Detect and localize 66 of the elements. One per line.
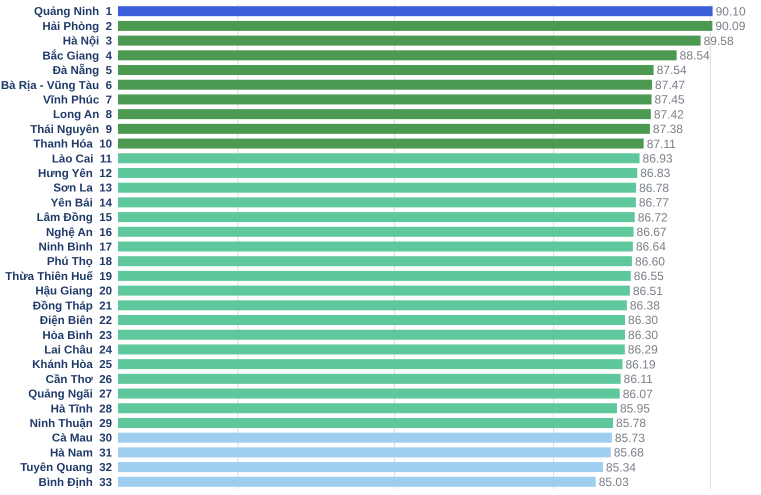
data-label: 85.78: [616, 416, 646, 430]
data-label: 88.54: [680, 48, 710, 63]
y-tick-label: Hà Nam 31: [50, 447, 113, 460]
y-tick-label: Quảng Ninh 1: [34, 6, 113, 18]
data-label: 86.72: [638, 210, 668, 224]
data-label: 90.09: [715, 19, 746, 34]
y-tick-label: Hải Phòng 2: [42, 20, 112, 33]
data-label: 86.64: [636, 240, 666, 254]
y-tick-label: Thừa Thiên Huế 19: [5, 270, 112, 283]
y-tick-label: Thái Nguyên 9: [30, 124, 112, 136]
data-label: 86.93: [642, 151, 673, 166]
y-tick-label: Tuyên Quang 32: [20, 462, 112, 474]
y-tick-label: Vĩnh Phúc 7: [42, 94, 112, 106]
data-label: 87.42: [654, 107, 684, 122]
y-tick-label: Bà Rịa - Vũng Tàu 6: [0, 80, 112, 92]
data-label: 86.60: [634, 254, 666, 268]
y-tick-label: Hậu Giang 20: [35, 286, 112, 298]
y-tick-label: Hà Tĩnh 28: [50, 403, 113, 416]
y-tick-label: Thanh Hóa 10: [33, 138, 112, 151]
y-tick-label: Cà Mau 30: [52, 432, 112, 445]
y-tick-label: Cần Thơ 26: [46, 374, 112, 386]
data-label: 89.58: [704, 34, 734, 48]
data-label: 86.11: [624, 372, 654, 386]
data-label: 86.07: [622, 386, 654, 401]
y-tick-label: Ninh Bình 17: [38, 242, 112, 254]
data-label: 87.47: [654, 78, 686, 92]
data-label: 87.45: [654, 92, 685, 107]
data-label: 86.67: [636, 224, 667, 239]
y-tick-label: Yên Bái 14: [50, 197, 113, 210]
y-tick-label: Lào Cai 11: [52, 153, 113, 166]
data-label: 86.30: [628, 328, 658, 342]
y-tick-label: Nghệ An 16: [46, 226, 112, 239]
y-tick-label: Hòa Bình 23: [42, 330, 112, 342]
data-label: 86.29: [628, 342, 658, 357]
y-tick-label: Bình Định 33: [38, 476, 112, 489]
data-label: 85.68: [614, 446, 644, 460]
data-label: 87.11: [646, 136, 676, 151]
y-tick-label: Lai Châu 24: [44, 344, 113, 356]
data-label: 90.10: [716, 4, 746, 18]
y-tick-label: Hà Nội 3: [62, 36, 112, 48]
data-label: 86.55: [634, 269, 664, 284]
data-label: 85.03: [598, 474, 630, 489]
data-label: 86.78: [639, 180, 670, 195]
y-tick-label: Long An 8: [53, 109, 113, 122]
y-tick-label: Hưng Yên 12: [38, 168, 112, 180]
data-label: 85.34: [606, 460, 636, 474]
data-label: 85.95: [620, 401, 650, 416]
data-label: 87.38: [652, 122, 684, 136]
y-tick-label: Điện Biên 22: [40, 315, 112, 328]
y-tick-label: Đồng Tháp 21: [32, 300, 113, 312]
y-tick-label: Bắc Giang 4: [42, 48, 113, 62]
data-label: 86.51: [632, 284, 664, 298]
y-tick-label: Ninh Thuận 29: [30, 418, 112, 430]
data-label: 86.77: [638, 196, 670, 210]
y-tick-label: Đà Nẵng 5: [52, 63, 113, 78]
data-label: 86.19: [625, 357, 656, 372]
data-label: 87.54: [656, 63, 687, 78]
data-label: 86.38: [630, 298, 660, 313]
data-label: 86.83: [640, 166, 671, 180]
y-tick-label: Khánh Hòa 25: [32, 359, 113, 372]
y-tick-label: Quảng Ngãi 27: [28, 388, 112, 401]
data-label: 86.30: [628, 313, 658, 328]
data-label: 85.73: [614, 430, 646, 445]
y-tick-label: Sơn La 13: [53, 182, 112, 195]
y-tick-label: Phú Thọ 18: [46, 256, 113, 268]
y-tick-label: Lâm Đồng 15: [36, 212, 113, 224]
